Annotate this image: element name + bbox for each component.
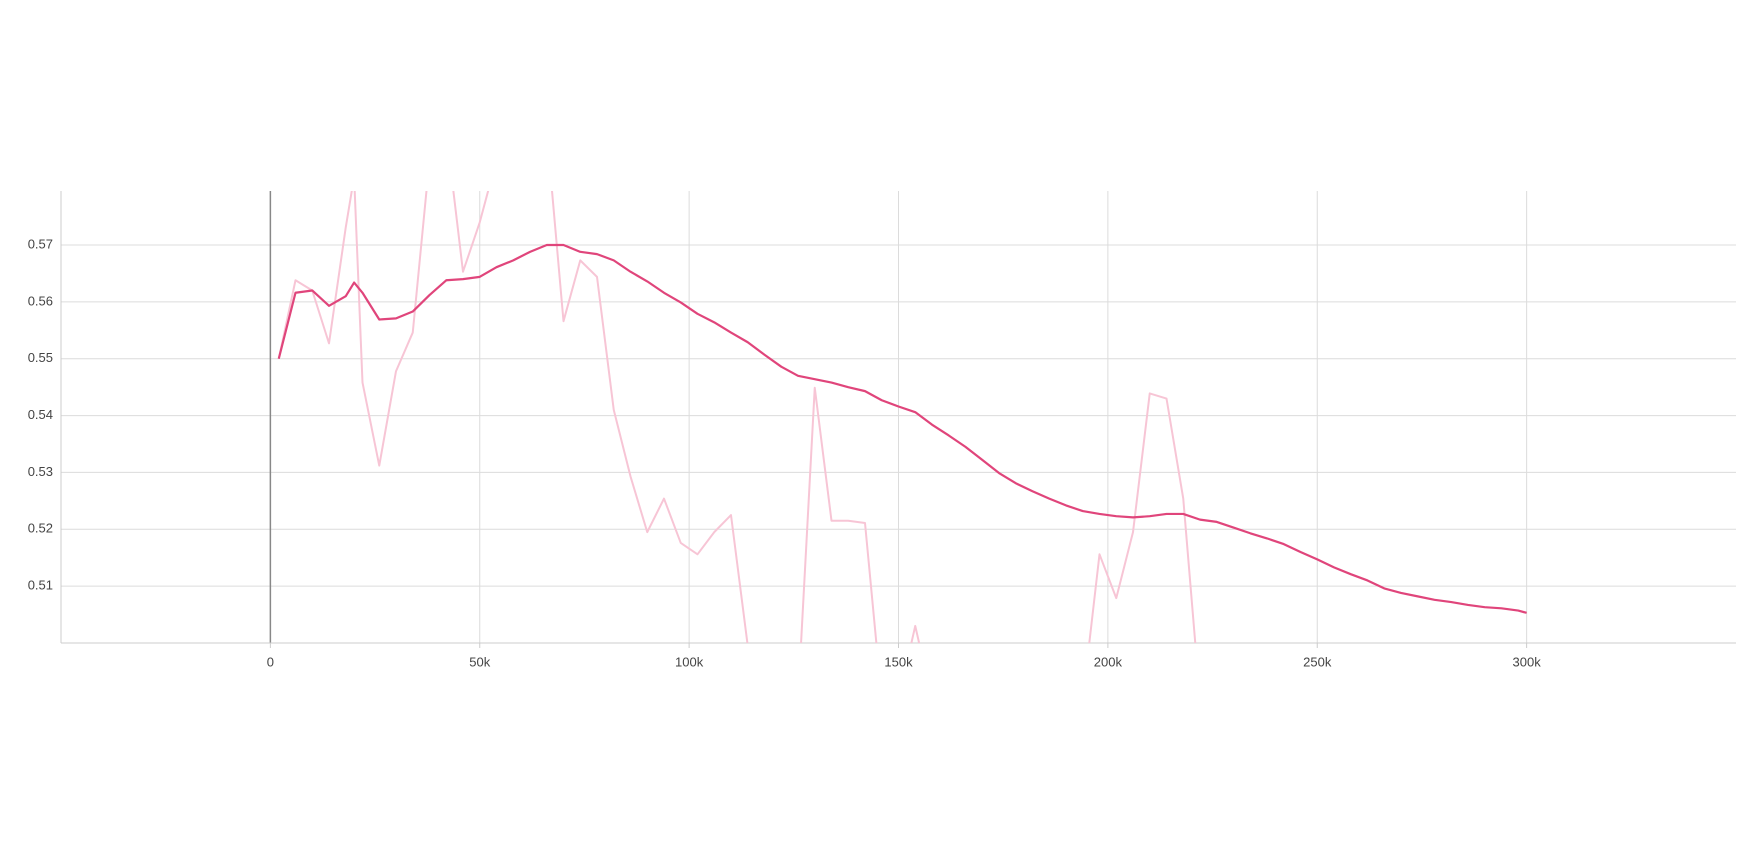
x-tick-label: 50k: [469, 654, 490, 669]
y-tick-label: 0.55: [28, 350, 53, 365]
x-tick-label: 250k: [1303, 654, 1332, 669]
x-tick-label: 300k: [1513, 654, 1542, 669]
x-tick-label: 150k: [884, 654, 913, 669]
y-tick-label: 0.54: [28, 407, 53, 422]
axis-labels: 0.51 0.52 0.53 0.54 0.55 0.56 0.57 0 50k 100k 150k…: [28, 236, 1542, 669]
data-line: [277, 191, 1197, 643]
y-tick-label: 0.56: [28, 293, 53, 308]
x-tick-label: 200k: [1094, 654, 1123, 669]
y-tick-label: 0.51: [28, 578, 53, 593]
y-tick-label: 0.52: [28, 521, 53, 536]
grid: [60, 191, 1736, 648]
x-tick-label: 100k: [675, 654, 704, 669]
plot-area: [277, 191, 1527, 643]
x-tick-label: 0: [267, 654, 274, 669]
y-tick-label: 0.57: [28, 236, 53, 251]
y-tick-label: 0.53: [28, 464, 53, 479]
data-line: [277, 243, 1527, 614]
